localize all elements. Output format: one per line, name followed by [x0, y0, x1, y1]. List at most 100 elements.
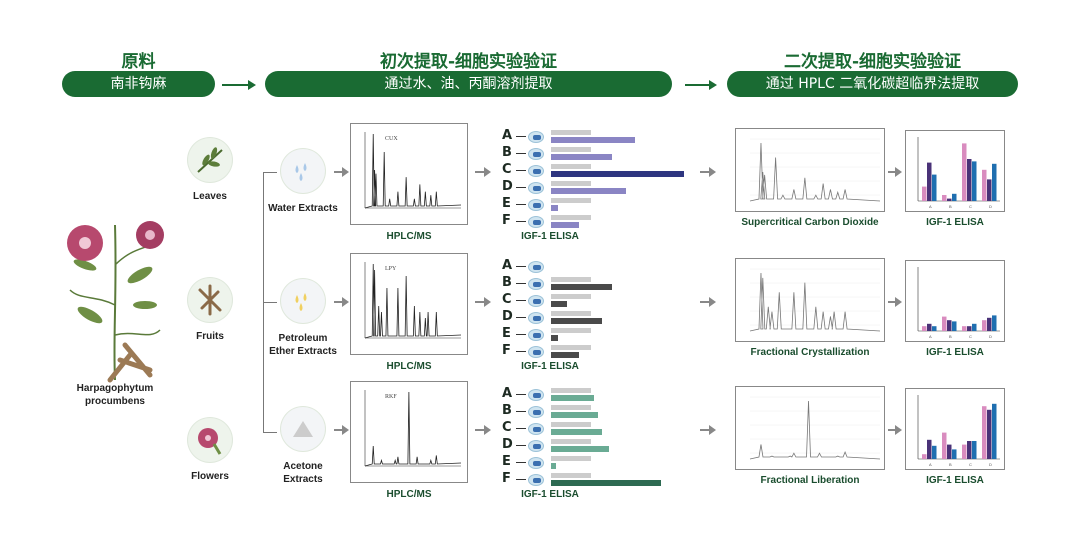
part-label-flowers: Flowers [191, 471, 229, 482]
bar-A [922, 454, 927, 459]
elisa-label: IGF-1 ELISA [521, 489, 579, 500]
group-label: B [949, 334, 952, 339]
arrow-icon [516, 170, 526, 171]
elisa-bar [551, 171, 684, 177]
control-bar [551, 388, 591, 393]
arrow-icon [475, 425, 491, 435]
bar-A [932, 326, 937, 331]
bar-A [927, 323, 932, 331]
sample-letter: D [502, 309, 513, 324]
elisa-bar [551, 429, 602, 435]
arrow-icon [516, 334, 526, 335]
sample-letter: A [502, 258, 513, 273]
sample-letter: B [502, 145, 512, 160]
bar-D [987, 317, 992, 331]
arrow-icon [475, 297, 491, 307]
elisa-bar [551, 154, 612, 160]
bar-A [922, 326, 927, 331]
bar-C [967, 441, 972, 459]
arrow-icon [685, 80, 717, 90]
bar-A [932, 445, 937, 459]
sample-letter: B [502, 403, 512, 418]
elisa-bar [551, 188, 626, 194]
flowers-icon [188, 418, 232, 462]
grouped-bar-chart: A B C D [905, 130, 1005, 212]
arrow-icon [334, 425, 349, 435]
bar-D [992, 403, 997, 459]
elisa-label: IGF-1 ELISA [521, 361, 579, 372]
arrow-icon [516, 351, 526, 352]
method-label: Fractional Crystallization [750, 347, 870, 358]
control-bar [551, 328, 591, 333]
grouped-bar-chart: A B C D [905, 388, 1005, 470]
control-bar [551, 130, 591, 135]
sample-letter: F [502, 213, 511, 228]
cell-icon [528, 406, 544, 418]
control-bar [551, 181, 591, 186]
sample-letter: C [502, 292, 512, 307]
elisa-bar [551, 412, 598, 418]
control-bar [551, 345, 591, 350]
cell-icon [528, 148, 544, 160]
chromatogram-trace [364, 391, 462, 467]
hplc-chromatogram: LPY [350, 253, 468, 355]
elisa-bar [551, 395, 594, 401]
method-label: Fractional Liberation [760, 475, 860, 486]
bar-B [952, 193, 957, 201]
elisa-bar [551, 301, 567, 307]
arrow-icon [516, 411, 526, 412]
pill-raw: 南非钩麻 [62, 71, 215, 97]
bar-D [987, 409, 992, 459]
arrow-icon [516, 266, 526, 267]
control-bar [551, 215, 591, 220]
bar-D [992, 315, 997, 331]
extract-label: Water Extracts [268, 203, 338, 214]
bar-C [972, 441, 977, 459]
group-label: C [969, 334, 972, 339]
bar-B [942, 316, 947, 331]
sample-letter: B [502, 275, 512, 290]
arrow-icon [516, 283, 526, 284]
control-bar [551, 422, 591, 427]
arrow-icon [516, 187, 526, 188]
method-elisa-label: IGF-1 ELISA [926, 347, 984, 358]
bar-C [972, 161, 977, 201]
control-bar [551, 277, 591, 282]
group-label: D [989, 334, 992, 339]
chromatogram-tag: RKF [385, 394, 397, 400]
arrow-icon [334, 297, 349, 307]
bar-C [967, 159, 972, 201]
bar-B [947, 198, 952, 201]
control-bar [551, 164, 591, 169]
cell-icon [528, 474, 544, 486]
control-bar [551, 473, 591, 478]
bar-C [972, 323, 977, 331]
sample-letter: D [502, 437, 513, 452]
cell-icon [528, 423, 544, 435]
chromatogram-tag: CUX [385, 136, 398, 142]
cell-icon [528, 346, 544, 358]
arrow-icon [516, 300, 526, 301]
section-title-primary: 初次提取-细胞实验验证 [379, 52, 558, 72]
control-bar [551, 456, 591, 461]
bar-D [982, 406, 987, 459]
elisa-bar [551, 352, 579, 358]
bar-C [962, 326, 967, 331]
control-bar [551, 147, 591, 152]
arrow-icon [516, 317, 526, 318]
elisa-bar [551, 335, 558, 341]
method-trace [749, 400, 881, 460]
elisa-bar [551, 446, 609, 452]
cell-icon [528, 329, 544, 341]
group-label: A [929, 204, 932, 209]
cell-icon [528, 312, 544, 324]
cell-icon [528, 389, 544, 401]
control-bar [551, 311, 591, 316]
bar-D [982, 320, 987, 331]
branch-tick [263, 432, 277, 433]
sample-letter: E [502, 196, 511, 211]
control-bar [551, 294, 591, 299]
arrow-icon [222, 80, 256, 90]
cell-icon [528, 216, 544, 228]
sample-letter: C [502, 420, 512, 435]
